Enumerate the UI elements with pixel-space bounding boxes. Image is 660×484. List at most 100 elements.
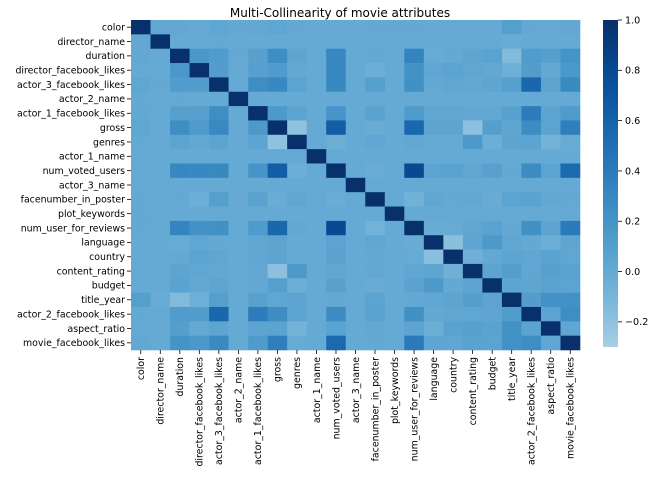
heatmap-cell-duration-actor_1_name: [306, 48, 327, 64]
heatmap-cell-num_voted_users-gross: [267, 163, 288, 179]
heatmap-cell-content_rating-actor_2_facebook_likes: [521, 263, 542, 279]
heatmap-cell-actor_3_name-plot_keywords: [384, 177, 405, 193]
heatmap-cell-language-num_user_for_reviews: [404, 235, 425, 250]
heatmap-cell-plot_keywords-num_user_for_reviews: [404, 206, 425, 222]
heatmap-cell-num_voted_users-color: [131, 163, 151, 179]
heatmap-cell-color-country: [443, 20, 464, 35]
heatmap-cell-director_facebook_likes-gross: [267, 63, 288, 78]
heatmap-cell-actor_1_name-gross: [267, 149, 288, 164]
heatmap-cell-director_facebook_likes-actor_3_facebook_likes: [209, 63, 229, 78]
heatmap-cell-actor_2_name-num_user_for_reviews: [404, 91, 425, 107]
heatmap-cell-language-actor_2_name: [228, 235, 249, 250]
heatmap-cell-director_name-actor_2_name: [228, 34, 249, 49]
heatmap-cell-actor_3_name-language: [423, 177, 444, 193]
heatmap-cell-color-movie_facebook_likes: [560, 20, 581, 35]
heatmap-cell-genres-color: [131, 134, 151, 150]
heatmap-cell-content_rating-genres: [287, 263, 307, 279]
heatmap-cell-genres-gross: [267, 134, 288, 150]
heatmap-cell-director_name-actor_1_facebook_likes: [248, 34, 268, 49]
heatmap-cell-actor_1_facebook_likes-gross: [267, 106, 288, 121]
heatmap-cell-color-budget: [482, 20, 503, 35]
heatmap-cell-facenumber_in_poster-actor_2_facebook_likes: [521, 192, 542, 207]
heatmap-cell-duration-movie_facebook_likes: [560, 48, 581, 64]
heatmap-cell-actor_3_facebook_likes-duration: [170, 77, 190, 93]
heatmap-cell-actor_3_facebook_likes-aspect_ratio: [540, 77, 561, 93]
heatmap-cell-num_voted_users-actor_2_facebook_likes: [521, 163, 542, 179]
heatmap-cell-actor_1_name-num_voted_users: [326, 149, 347, 164]
column-label-facenumber_in_poster: facenumber_in_poster: [370, 357, 381, 461]
heatmap-cell-actor_3_name-director_name: [150, 177, 171, 193]
heatmap-cell-movie_facebook_likes-actor_3_facebook_likes: [209, 335, 229, 351]
heatmap-cell-facenumber_in_poster-budget: [482, 192, 503, 207]
heatmap-cell-actor_1_name-country: [443, 149, 464, 164]
heatmap-cell-language-actor_3_facebook_likes: [209, 235, 229, 250]
heatmap-cell-movie_facebook_likes-duration: [170, 335, 190, 351]
heatmap-cell-num_user_for_reviews-actor_2_name: [228, 220, 249, 236]
row-label-actor_2_facebook_likes: actor_2_facebook_likes: [17, 309, 125, 320]
heatmap-cell-plot_keywords-budget: [482, 206, 503, 222]
heatmap-cell-actor_2_name-genres: [287, 91, 307, 107]
heatmap-cell-num_user_for_reviews-actor_3_name: [345, 220, 366, 236]
heatmap-cell-color-actor_1_facebook_likes: [248, 20, 268, 35]
heatmap-cell-actor_3_facebook_likes-director_name: [150, 77, 171, 93]
column-label-actor_3_name: actor_3_name: [351, 357, 362, 423]
heatmap-cell-actor_1_facebook_likes-actor_2_facebook_likes: [521, 106, 542, 121]
heatmap-cell-content_rating-content_rating: [462, 263, 483, 279]
heatmap-cell-language-actor_3_name: [345, 235, 366, 250]
heatmap-cell-plot_keywords-actor_2_facebook_likes: [521, 206, 542, 222]
heatmap-cell-actor_1_facebook_likes-country: [443, 106, 464, 121]
heatmap-cell-actor_3_facebook_likes-content_rating: [462, 77, 483, 93]
colorbar-tick-label: 0.4: [625, 166, 640, 177]
column-label-budget: budget: [487, 357, 498, 391]
heatmap-cell-actor_3_name-actor_3_facebook_likes: [209, 177, 229, 193]
heatmap-cell-director_facebook_likes-movie_facebook_likes: [560, 63, 581, 78]
heatmap-cell-actor_3_name-actor_1_name: [306, 177, 327, 193]
heatmap-cell-plot_keywords-country: [443, 206, 464, 222]
heatmap-cell-director_facebook_likes-num_user_for_reviews: [404, 63, 425, 78]
heatmap-cell-aspect_ratio-actor_3_name: [345, 321, 366, 336]
heatmap-cell-language-director_name: [150, 235, 171, 250]
column-label-content_rating: content_rating: [468, 357, 479, 425]
heatmap-cell-actor_2_facebook_likes-director_name: [150, 306, 171, 322]
colorbar-ticks: 1.0 0.8 0.6 0.4 0.2 0.0 −0.2: [618, 15, 648, 328]
column-label-actor_1_facebook_likes: actor_1_facebook_likes: [253, 357, 264, 465]
heatmap-cell-duration-actor_1_facebook_likes: [248, 48, 268, 64]
heatmap-cell-actor_3_name-actor_1_facebook_likes: [248, 177, 268, 193]
row-label-actor_3_name: actor_3_name: [59, 180, 125, 191]
heatmap-cell-actor_1_facebook_likes-actor_2_name: [228, 106, 249, 121]
heatmap-cell-movie_facebook_likes-actor_2_facebook_likes: [521, 335, 542, 351]
heatmap-cell-color-num_user_for_reviews: [404, 20, 425, 35]
colorbar-tick-label: 0.6: [625, 116, 640, 127]
heatmap-cell-actor_1_facebook_likes-title_year: [501, 106, 522, 121]
heatmap-cell-actor_3_facebook_likes-num_user_for_reviews: [404, 77, 425, 93]
heatmap-cell-actor_2_name-gross: [267, 91, 288, 107]
row-label-num_voted_users: num_voted_users: [43, 166, 126, 177]
heatmap-cell-content_rating-plot_keywords: [384, 263, 405, 279]
heatmap-cell-plot_keywords-language: [423, 206, 444, 222]
heatmap-cell-plot_keywords-facenumber_in_poster: [365, 206, 386, 222]
heatmap-cell-actor_3_name-duration: [170, 177, 190, 193]
heatmap-cell-duration-duration: [170, 48, 190, 64]
row-label-duration: duration: [86, 51, 126, 62]
heatmap-cell-actor_2_facebook_likes-director_facebook_likes: [189, 306, 210, 322]
heatmap-cell-duration-director_name: [150, 48, 171, 64]
heatmap-cell-duration-num_user_for_reviews: [404, 48, 425, 64]
row-label-director_name: director_name: [57, 37, 125, 48]
column-label-num_voted_users: num_voted_users: [331, 357, 342, 440]
heatmap-cell-duration-actor_3_facebook_likes: [209, 48, 229, 64]
column-label-num_user_for_reviews: num_user_for_reviews: [409, 357, 420, 461]
heatmap-cell-color-num_voted_users: [326, 20, 347, 35]
heatmap-cell-aspect_ratio-gross: [267, 321, 288, 336]
heatmap-cell-plot_keywords-actor_1_name: [306, 206, 327, 222]
heatmap-cell-director_facebook_likes-genres: [287, 63, 307, 78]
heatmap-cell-genres-movie_facebook_likes: [560, 134, 581, 150]
heatmap-cell-country-actor_1_name: [306, 249, 327, 265]
column-label-color: color: [136, 357, 147, 380]
heatmap-cell-content_rating-duration: [170, 263, 190, 279]
heatmap-cell-budget-aspect_ratio: [540, 278, 561, 293]
heatmap-cell-actor_2_facebook_likes-actor_2_name: [228, 306, 249, 322]
heatmap-cell-actor_2_facebook_likes-language: [423, 306, 444, 322]
heatmap-cell-budget-actor_2_facebook_likes: [521, 278, 542, 293]
heatmap-cell-color-title_year: [501, 20, 522, 35]
